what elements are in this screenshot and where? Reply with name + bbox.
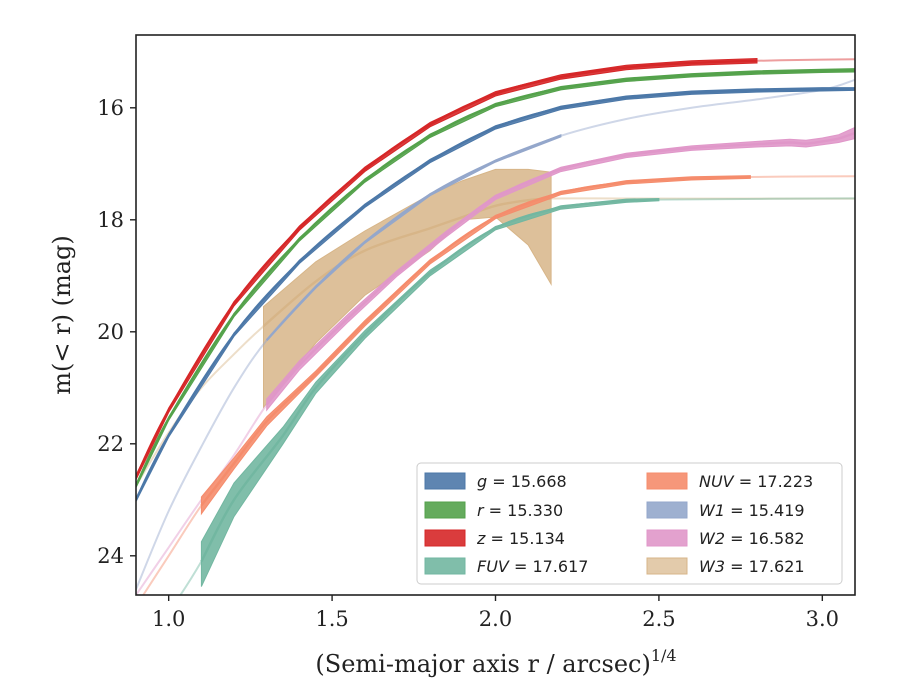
series-line — [136, 87, 855, 501]
x-axis-label-text: (Semi-major axis r / arcsec) — [315, 650, 650, 678]
legend-swatch — [424, 529, 466, 547]
series-line — [265, 134, 562, 342]
x-axis: 1.0 1.5 2.0 2.5 3.0 — [152, 595, 839, 631]
series-line — [265, 131, 855, 406]
x-axis-label-exponent: 1/4 — [651, 646, 677, 665]
legend-entry-value: = 17.223 — [734, 472, 814, 491]
series-band — [200, 175, 751, 516]
y-tick-label: 22 — [97, 432, 124, 456]
legend-entry-variable: W2 — [699, 529, 725, 548]
legend-swatch — [646, 557, 688, 575]
series-band — [263, 168, 552, 409]
series-w1 — [136, 78, 855, 590]
legend-entry-value: = 15.419 — [725, 501, 805, 520]
series-line — [200, 175, 751, 507]
legend-entry-label: g = 15.668 — [477, 472, 567, 491]
x-axis-label: (Semi-major axis r / arcsec)1/4 — [315, 646, 676, 678]
legend-entry-variable: FUV — [477, 557, 510, 576]
series-w3 — [136, 168, 855, 487]
series-band — [266, 126, 855, 412]
series-z — [136, 57, 855, 480]
legend-entry-label: r = 15.330 — [477, 501, 563, 520]
y-tick-label: 18 — [97, 208, 124, 232]
x-tick-label: 1.0 — [152, 607, 185, 631]
legend-entry-value: = 15.668 — [487, 472, 567, 491]
series-w2 — [136, 126, 855, 595]
y-tick-label: 20 — [97, 320, 124, 344]
legend-entry-variable: W3 — [699, 557, 725, 576]
series-line — [136, 69, 855, 487]
legend-swatch — [424, 472, 466, 490]
legend-entry-variable: z — [476, 529, 486, 548]
legend-entry-label: FUV = 17.617 — [477, 557, 588, 576]
legend-entry-label: W1 = 15.419 — [699, 501, 805, 520]
legend-entry-label: W2 = 16.582 — [699, 529, 805, 548]
legend-swatch — [424, 501, 466, 519]
series-line — [136, 59, 758, 478]
legend-entry-value: = 17.621 — [725, 557, 805, 576]
legend-box — [416, 462, 843, 585]
legend-entry-variable: W1 — [699, 501, 725, 520]
y-axis: 16 18 20 22 24 — [97, 96, 136, 568]
x-tick-label: 2.0 — [479, 607, 512, 631]
series-fuv — [179, 197, 855, 595]
y-tick-label: 24 — [97, 544, 124, 568]
legend-entry-variable: NUV — [699, 472, 735, 491]
legend-swatch — [424, 557, 466, 575]
legend-swatch — [646, 472, 688, 490]
y-axis-label: m(< r) (mag) — [48, 235, 76, 394]
legend-entry-variable: g — [477, 472, 487, 491]
legend-entry-value: = 15.330 — [484, 501, 564, 520]
legend-swatch — [646, 501, 688, 519]
series-nuv — [142, 175, 855, 595]
legend-entry-label: z = 15.134 — [476, 529, 565, 548]
legend-entry-value: = 15.134 — [485, 529, 565, 548]
x-tick-label: 2.5 — [642, 607, 675, 631]
legend-swatch — [646, 529, 688, 547]
x-tick-label: 3.0 — [806, 607, 839, 631]
series-layer — [136, 57, 855, 595]
series-r — [136, 68, 855, 488]
legend-entry-value: = 17.617 — [509, 557, 589, 576]
legend-entry-value: = 16.582 — [725, 529, 805, 548]
series-line — [262, 197, 552, 328]
legend-entry-variable: r — [477, 501, 485, 520]
series-line — [200, 198, 659, 562]
legend-entry-label: NUV = 17.223 — [699, 472, 813, 491]
legend-entry-label: W3 = 17.621 — [699, 557, 805, 576]
x-tick-label: 1.5 — [315, 607, 348, 631]
y-tick-label: 16 — [97, 96, 124, 120]
series-g — [136, 87, 855, 502]
